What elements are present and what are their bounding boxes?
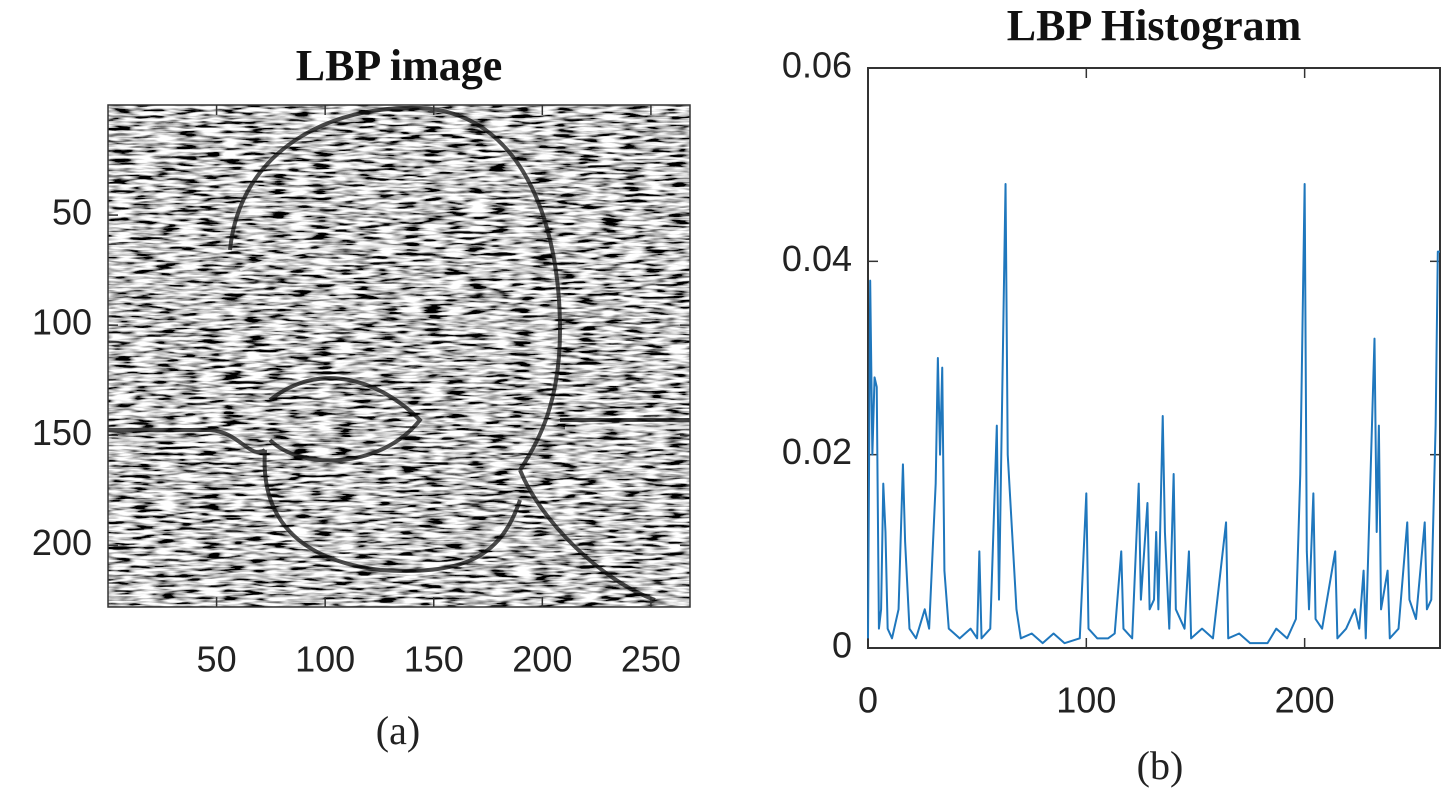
x-tick-label: 200 [512, 639, 572, 680]
y-tick-label: 100 [32, 302, 92, 343]
histogram-line [867, 183, 1440, 645]
y-tick-label: 50 [52, 192, 92, 233]
chart-title: LBP Histogram [1007, 1, 1302, 50]
y-tick-label: 200 [32, 522, 92, 563]
caption: (b) [1137, 743, 1184, 788]
chart-title: LBP image [296, 41, 503, 90]
y-tick-label: 0 [832, 625, 852, 666]
x-tick-label: 0 [858, 680, 878, 721]
x-tick-label: 250 [621, 639, 681, 680]
y-tick-label: 150 [32, 412, 92, 453]
y-tick-label: 0.06 [782, 45, 852, 86]
x-tick-label: 50 [197, 639, 237, 680]
y-tick-label: 0.04 [782, 238, 852, 279]
x-tick-label: 100 [1056, 680, 1116, 721]
x-tick-label: 200 [1275, 680, 1335, 721]
caption: (a) [376, 708, 420, 753]
axes-frame [867, 67, 1441, 649]
y-tick-label: 0.02 [782, 431, 852, 472]
x-tick-label: 150 [404, 639, 464, 680]
image-frame [107, 104, 691, 608]
x-tick-label: 100 [295, 639, 355, 680]
lbp-image [108, 105, 690, 607]
